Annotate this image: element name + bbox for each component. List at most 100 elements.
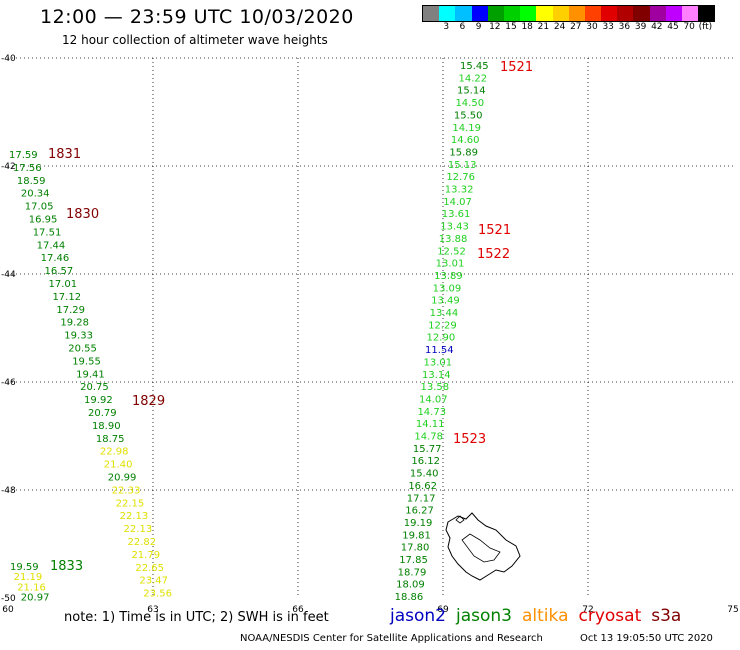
legend-label: 21 [537,22,550,32]
wave-height-label: 19.92 [84,395,113,406]
wave-height-label: 13.89 [434,271,463,282]
map-title: 12:00 — 23:59 UTC 10/03/2020 [40,6,354,28]
pass-time-label: 1523 [453,432,486,447]
lon-tick-label: 66 [292,605,304,615]
wave-height-label: 17.29 [56,305,85,316]
wave-height-label: 13.88 [439,234,468,245]
wave-height-label: 17.85 [399,555,428,566]
legend-label: 45 [667,22,679,32]
wave-height-label: 22.98 [100,447,129,458]
wave-height-label: 14.22 [458,73,487,84]
wave-height-label: 13.01 [424,357,453,368]
wave-height-label: 21.16 [17,582,46,593]
pass-time-label: 1522 [477,247,510,262]
credit-line: NOAA/NESDIS Center for Satellite Applica… [240,633,543,644]
wave-height-label: 19.55 [72,356,101,367]
legend-label: (ft) [698,22,713,32]
wave-height-label: 19.19 [404,518,433,529]
kerguelen-island-coastline [445,512,521,581]
generated-timestamp: Oct 13 19:05:50 UTC 2020 [580,633,713,644]
lat-tick-label: -40 [1,54,16,64]
mission-jason3: jason3 [456,606,512,626]
wave-height-label: 12.90 [427,333,456,344]
axis-ticks: 60 63 66 69 72 75 -40 -42 -44 -46 -48 -50 [1,54,739,615]
wave-height-label: 12.29 [428,320,457,331]
wave-height-label: 18.79 [398,567,427,578]
wave-height-label: 14.07 [419,394,448,405]
legend-label: 6 [459,22,466,32]
legend-swatch [665,6,682,21]
kerguelen-inner-coast [461,533,501,563]
wave-height-label: 16.12 [411,456,440,467]
legend-label: 24 [553,22,566,32]
legend-swatch [552,6,569,21]
map-subtitle: 12 hour collection of altimeter wave hei… [62,33,328,47]
wave-height-label: 20.75 [80,382,109,393]
lat-tick-label: -42 [1,162,16,172]
wave-height-label: 22.33 [112,485,141,496]
wave-height-label: 14.60 [451,135,480,146]
wave-height-label: 18.86 [395,592,424,603]
wave-height-label: 17.51 [33,227,62,238]
wave-height-label: 19.33 [64,331,93,342]
pass-time-label: 1521 [500,60,533,75]
legend-label: 42 [651,22,663,32]
legend-swatch [617,6,634,21]
wave-height-label: 11.54 [425,345,454,356]
wave-height-label: 13.43 [440,222,469,233]
legend-swatch [439,6,456,21]
footer-note: note: 1) Time is in UTC; 2) SWH is in fe… [64,610,329,625]
wave-height-label: 20.34 [21,189,50,200]
mission-altika: altika [522,606,569,626]
lon-tick-label: 60 [2,605,14,615]
wave-height-label: 14.78 [414,432,443,443]
legend-swatch [682,6,699,21]
wave-height-label: 13.32 [445,185,474,196]
wave-height-label: 22.15 [116,498,145,509]
wave-height-label: 22.13 [124,524,153,535]
legend-label: 18 [521,22,533,32]
wave-height-label: 15.40 [410,469,439,480]
wave-height-label: 18.09 [396,580,425,591]
wave-height-label: 16.95 [29,215,58,226]
pass-time-label: 1833 [50,559,83,574]
wave-height-label: 14.11 [416,419,445,430]
mission-cryosat: cryosat [578,606,642,626]
wave-height-label: 22.13 [120,511,149,522]
wave-height-label: 20.97 [21,593,50,604]
wave-height-label: 23.56 [143,589,172,600]
wave-height-label: 17.17 [407,493,436,504]
wave-height-label: 15.50 [454,110,483,121]
pass-time-label: 1831 [48,147,81,162]
wave-height-label: 18.75 [96,434,125,445]
legend-label: 36 [618,22,631,32]
wave-height-label: 16.27 [405,506,434,517]
wave-height-label: 17.44 [37,240,66,251]
wave-height-label: 15.45 [460,61,489,72]
legend-label: 9 [475,22,482,32]
wave-height-label: 20.79 [88,408,117,419]
legend-swatch [601,6,618,21]
legend-label: 30 [586,22,598,32]
legend-label: 39 [634,22,647,32]
legend-swatch [471,6,488,21]
wave-height-label: 17.80 [401,543,430,554]
wave-height-label: 14.73 [417,407,446,418]
wave-height-label: 18.59 [17,176,46,187]
color-scale-legend [422,5,716,22]
legend-swatch [423,6,440,21]
legend-swatch [633,6,650,21]
wave-height-label: 15.13 [448,160,477,171]
wave-height-label: 17.59 [9,150,38,161]
legend-label: 33 [602,22,614,32]
wave-height-label: 17.05 [25,202,54,213]
wave-height-label: 19.28 [60,318,89,329]
mission-jason2: jason2 [390,606,446,626]
heard-island-coastline [455,515,465,524]
wave-height-label: 13.61 [442,209,471,220]
lat-tick-label: -46 [1,378,16,388]
wave-height-label: 14.19 [452,123,481,134]
legend-swatch [649,6,666,21]
lon-tick-label: 72 [582,605,593,615]
